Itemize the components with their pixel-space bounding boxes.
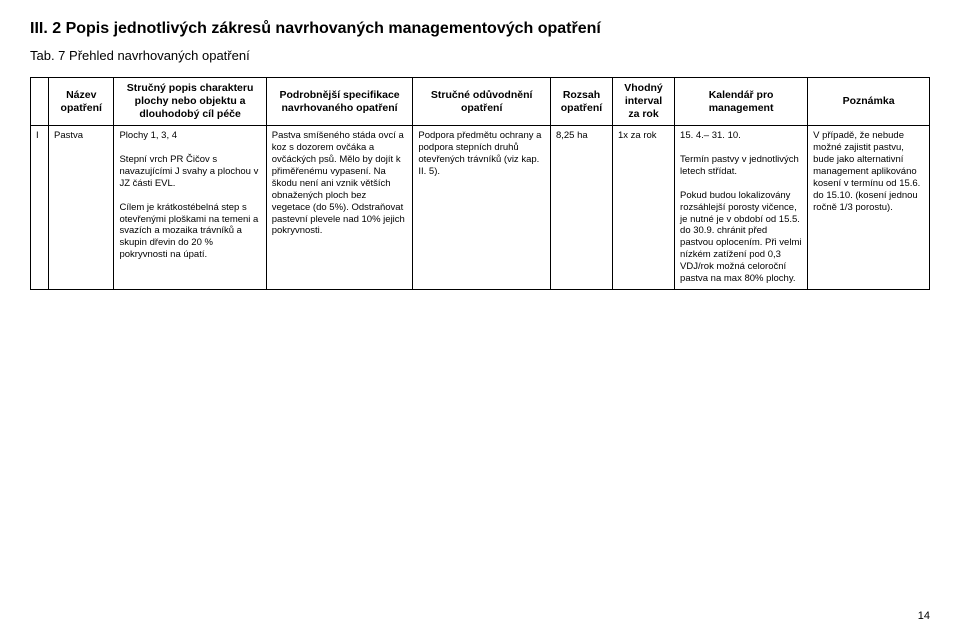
col-extent: Rozsah opatření [550,78,612,126]
management-table: Název opatření Stručný popis charakteru … [30,77,930,290]
col-desc: Stručný popis charakteru plochy nebo obj… [114,78,266,126]
cell-desc: Plochy 1, 3, 4Stepní vrch PR Čičov s nav… [114,126,266,289]
page-number: 14 [918,610,930,622]
col-reason: Stručné odůvodnění opatření [413,78,551,126]
table-row: I Pastva Plochy 1, 3, 4Stepní vrch PR Či… [31,126,930,289]
cell-calendar: 15. 4.– 31. 10.Termín pastvy v jednotliv… [675,126,808,289]
col-calendar: Kalendář pro management [675,78,808,126]
col-interval: Vhodný interval za rok [613,78,675,126]
page-title: III. 2 Popis jednotlivých zákresů navrho… [30,20,930,38]
cell-idx: I [31,126,49,289]
col-spec: Podrobnější specifikace navrhovaného opa… [266,78,413,126]
cell-extent: 8,25 ha [550,126,612,289]
cell-name: Pastva [49,126,114,289]
cell-interval: 1x za rok [613,126,675,289]
cell-note: V případě, že nebude možné zajistit past… [808,126,930,289]
cell-reason: Podpora předmětu ochrany a podpora stepn… [413,126,551,289]
cell-spec: Pastva smíšeného stáda ovcí a koz s dozo… [266,126,413,289]
col-name: Název opatření [49,78,114,126]
col-idx [31,78,49,126]
table-header-row: Název opatření Stručný popis charakteru … [31,78,930,126]
table-caption: Tab. 7 Přehled navrhovaných opatření [30,48,930,63]
col-note: Poznámka [808,78,930,126]
